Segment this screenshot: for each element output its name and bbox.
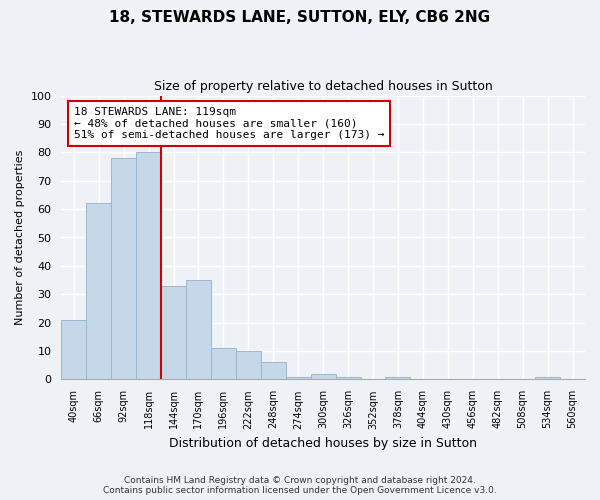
- Bar: [236, 351, 261, 380]
- Text: 18 STEWARDS LANE: 119sqm
← 48% of detached houses are smaller (160)
51% of semi-: 18 STEWARDS LANE: 119sqm ← 48% of detach…: [74, 107, 384, 140]
- Bar: [86, 204, 111, 380]
- Bar: [61, 320, 86, 380]
- Bar: [186, 280, 211, 380]
- Bar: [161, 286, 186, 380]
- Bar: [311, 374, 335, 380]
- Bar: [535, 376, 560, 380]
- Text: Contains HM Land Registry data © Crown copyright and database right 2024.
Contai: Contains HM Land Registry data © Crown c…: [103, 476, 497, 495]
- Bar: [385, 376, 410, 380]
- Text: 18, STEWARDS LANE, SUTTON, ELY, CB6 2NG: 18, STEWARDS LANE, SUTTON, ELY, CB6 2NG: [109, 10, 491, 25]
- Bar: [286, 376, 311, 380]
- X-axis label: Distribution of detached houses by size in Sutton: Distribution of detached houses by size …: [169, 437, 477, 450]
- Bar: [111, 158, 136, 380]
- Bar: [261, 362, 286, 380]
- Y-axis label: Number of detached properties: Number of detached properties: [15, 150, 25, 325]
- Bar: [211, 348, 236, 380]
- Bar: [136, 152, 161, 380]
- Title: Size of property relative to detached houses in Sutton: Size of property relative to detached ho…: [154, 80, 493, 93]
- Bar: [335, 376, 361, 380]
